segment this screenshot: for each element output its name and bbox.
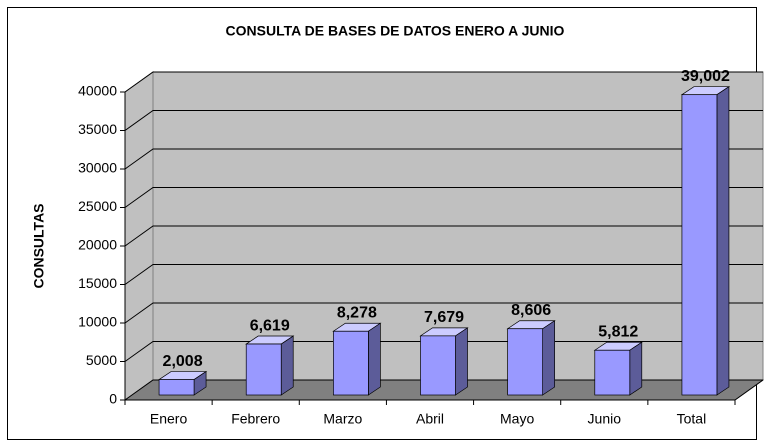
bar-side xyxy=(368,322,381,396)
x-tick-label: Febrero xyxy=(231,411,280,427)
y-axis-label: CONSULTAS xyxy=(31,203,47,288)
bar-side xyxy=(716,86,730,396)
x-axis-depth xyxy=(734,379,764,401)
y-tick-label: 30000 xyxy=(78,160,117,176)
bar xyxy=(420,335,456,396)
x-tick-label: Abril xyxy=(416,411,444,427)
y-tick-label: 35000 xyxy=(78,121,117,137)
y-tick-label: 40000 xyxy=(78,83,117,99)
x-tick-label: Total xyxy=(677,411,707,427)
grid-line xyxy=(124,71,763,93)
bar xyxy=(245,343,282,396)
x-tick-label: Marzo xyxy=(323,411,362,427)
grid-line xyxy=(124,341,763,362)
grid-line xyxy=(124,110,763,131)
grid-line xyxy=(124,148,763,170)
data-label: 5,812 xyxy=(598,323,638,340)
bar xyxy=(333,330,369,396)
bar-side xyxy=(542,320,555,396)
data-label: 7,679 xyxy=(424,309,464,326)
data-label: 8,278 xyxy=(337,304,377,321)
grid-line xyxy=(124,187,763,208)
y-tick-label: 20000 xyxy=(78,237,117,253)
y-tick-label: 25000 xyxy=(78,198,117,214)
grid-line xyxy=(124,225,763,247)
bar xyxy=(594,349,631,396)
data-label: 8,606 xyxy=(511,302,551,319)
y-tick-label: 0 xyxy=(109,391,117,407)
y-tick-label: 5000 xyxy=(86,352,117,368)
y-tick-label: 15000 xyxy=(78,275,117,291)
data-label: 39,002 xyxy=(681,68,730,85)
grid-line xyxy=(124,379,763,401)
bar xyxy=(158,379,195,396)
bar xyxy=(681,94,718,396)
x-tick-label: Enero xyxy=(150,411,188,427)
y-tick-label: 10000 xyxy=(78,314,117,330)
data-label: 6,619 xyxy=(250,317,290,334)
grid-line xyxy=(124,264,763,285)
bar xyxy=(507,328,543,396)
chart-title: CONSULTA DE BASES DE DATOS ENERO A JUNIO xyxy=(226,23,565,39)
bar-side xyxy=(280,335,294,396)
x-tick-label: Junio xyxy=(588,411,622,427)
bar-side xyxy=(629,341,643,396)
bar-side xyxy=(455,327,468,396)
data-label: 2,008 xyxy=(163,353,203,370)
x-tick-label: Mayo xyxy=(500,411,534,427)
grid-line xyxy=(124,302,763,324)
